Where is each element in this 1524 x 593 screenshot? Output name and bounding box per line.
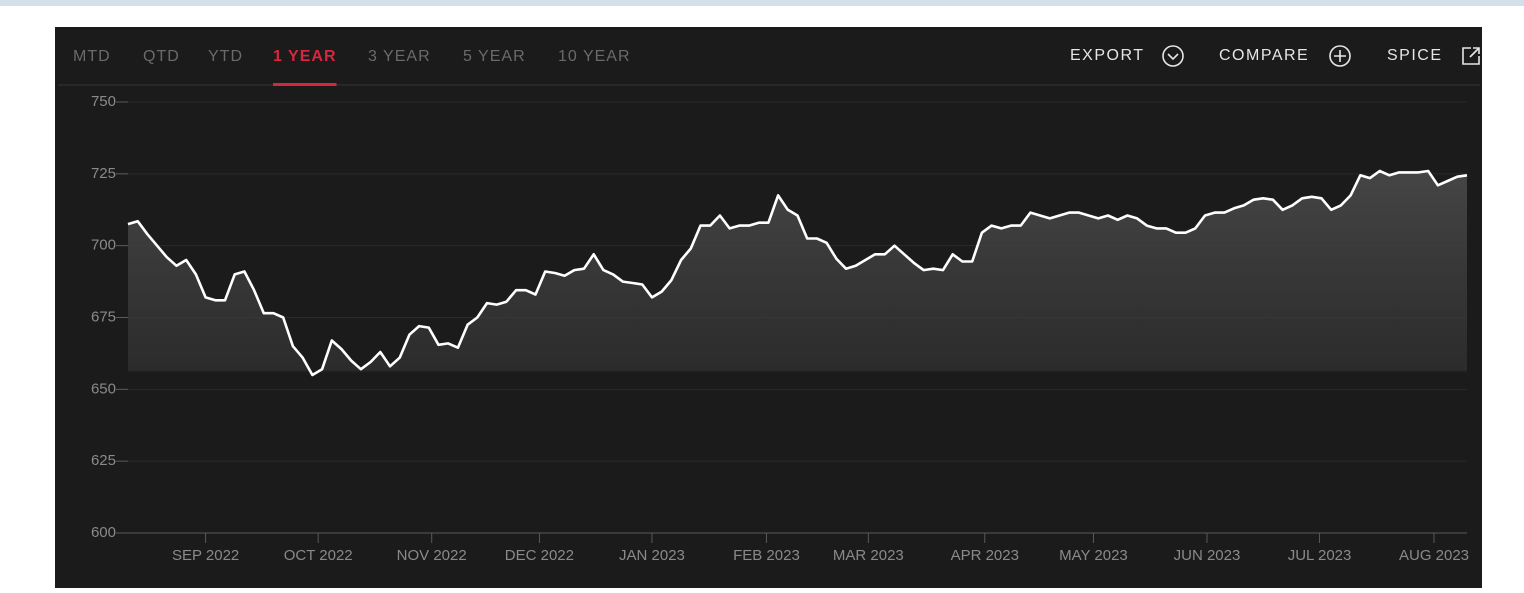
icons xyxy=(1162,45,1480,67)
x-tick-label: FEB 2023 xyxy=(733,547,800,564)
action-button[interactable]: SPICE xyxy=(1387,47,1443,64)
y-tick-label: 650 xyxy=(91,380,116,397)
x-tick-label: JUN 2023 xyxy=(1174,547,1241,564)
y-tick-label: 725 xyxy=(91,165,116,182)
action-button[interactable]: COMPARE xyxy=(1219,47,1309,64)
action-button[interactable]: EXPORT xyxy=(1070,47,1145,64)
y-tick-label: 750 xyxy=(91,93,116,110)
compare-plus xyxy=(1334,50,1346,62)
x-tick-label: MAR 2023 xyxy=(833,547,904,564)
tab[interactable]: 10 YEAR xyxy=(558,48,631,65)
x-tick-label: OCT 2022 xyxy=(284,547,353,564)
x-tick-label: JUL 2023 xyxy=(1288,547,1352,564)
spice-icon[interactable] xyxy=(1462,47,1480,65)
tab[interactable]: YTD xyxy=(208,48,243,65)
tab[interactable]: 1 YEAR xyxy=(273,48,337,65)
active-tab-underline xyxy=(273,83,337,86)
area-fill xyxy=(128,171,1467,533)
price-line xyxy=(127,169,1468,377)
x-tick-label: AUG 2023 xyxy=(1399,547,1469,564)
x-tick-label: DEC 2022 xyxy=(505,547,574,564)
x-tick-label: APR 2023 xyxy=(951,547,1019,564)
export-icon[interactable] xyxy=(1162,45,1184,67)
x-tick-label: NOV 2022 xyxy=(397,547,467,564)
x-tick-label: SEP 2022 xyxy=(172,547,239,564)
x-tick-label: MAY 2023 xyxy=(1059,547,1128,564)
tab[interactable]: MTD xyxy=(73,48,111,65)
x-tick-label: JAN 2023 xyxy=(619,547,685,564)
compare-icon[interactable] xyxy=(1329,45,1351,67)
top-strip xyxy=(0,0,1524,6)
tab[interactable]: 5 YEAR xyxy=(463,48,526,65)
export-chevron xyxy=(1167,53,1179,61)
y-tick-label: 700 xyxy=(91,237,116,254)
y-tick-label: 675 xyxy=(91,308,116,325)
tab[interactable]: 3 YEAR xyxy=(368,48,431,65)
y-tick-label: 600 xyxy=(91,524,116,541)
tab[interactable]: QTD xyxy=(143,48,180,65)
y-tick-label: 625 xyxy=(91,452,116,469)
